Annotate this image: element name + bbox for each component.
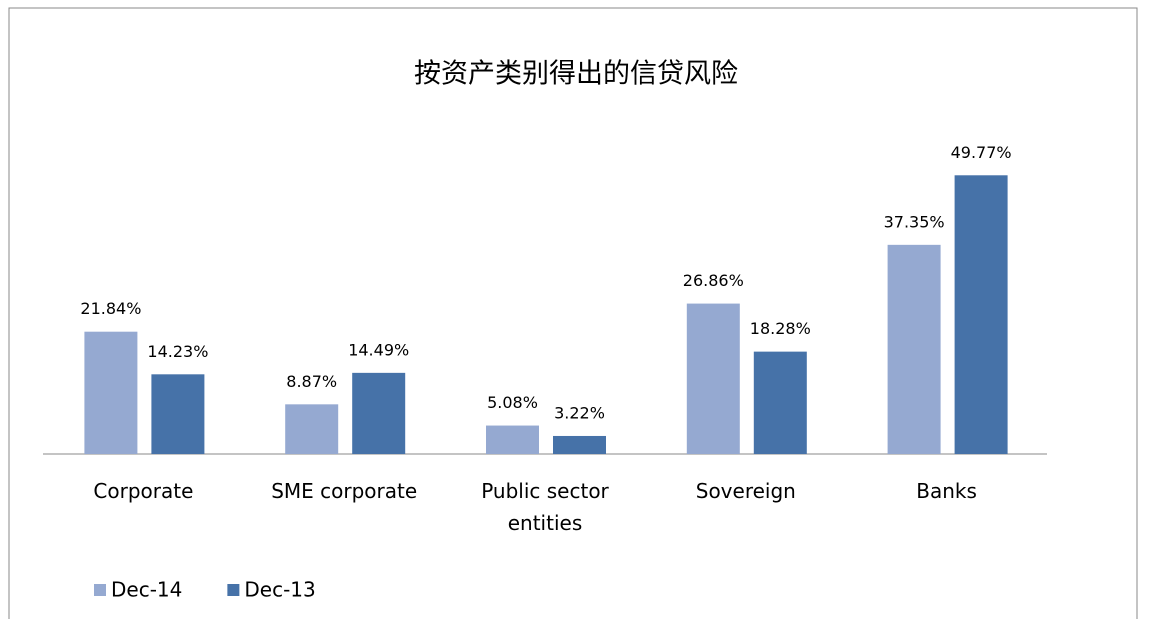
x-tick-label: SME corporate: [271, 479, 418, 503]
bar: [686, 303, 740, 454]
value-label: 18.28%: [750, 319, 811, 338]
bar: [954, 175, 1008, 454]
value-label: 49.77%: [951, 143, 1012, 162]
x-tick-label: Public sector entities: [481, 479, 609, 535]
bar: [285, 404, 339, 454]
bar: [151, 374, 205, 454]
chart-title: 按资产类别得出的信贷风险: [414, 59, 738, 90]
bar: [486, 425, 539, 454]
x-tick-label: Banks: [916, 479, 977, 503]
value-label: 5.08%: [487, 393, 538, 412]
value-label: 21.84%: [80, 299, 141, 318]
bar: [352, 372, 406, 454]
value-label: 8.87%: [286, 372, 337, 391]
chart-frame: [8, 7, 1138, 619]
legend-label: Dec-13: [244, 578, 315, 602]
value-label: 26.86%: [683, 271, 744, 290]
bar: [84, 331, 138, 454]
value-label: 14.23%: [147, 342, 208, 361]
value-label: 14.49%: [348, 340, 409, 359]
bar: [753, 351, 807, 454]
x-tick-label: Corporate: [93, 479, 194, 503]
bar: [553, 435, 606, 454]
value-label: 3.22%: [554, 403, 605, 422]
value-label: 37.35%: [884, 212, 945, 231]
legend-swatch: [94, 584, 106, 596]
legend-label: Dec-14: [111, 578, 182, 602]
legend-swatch: [227, 584, 240, 596]
x-tick-label: Sovereign: [695, 479, 796, 503]
bar: [887, 244, 941, 454]
